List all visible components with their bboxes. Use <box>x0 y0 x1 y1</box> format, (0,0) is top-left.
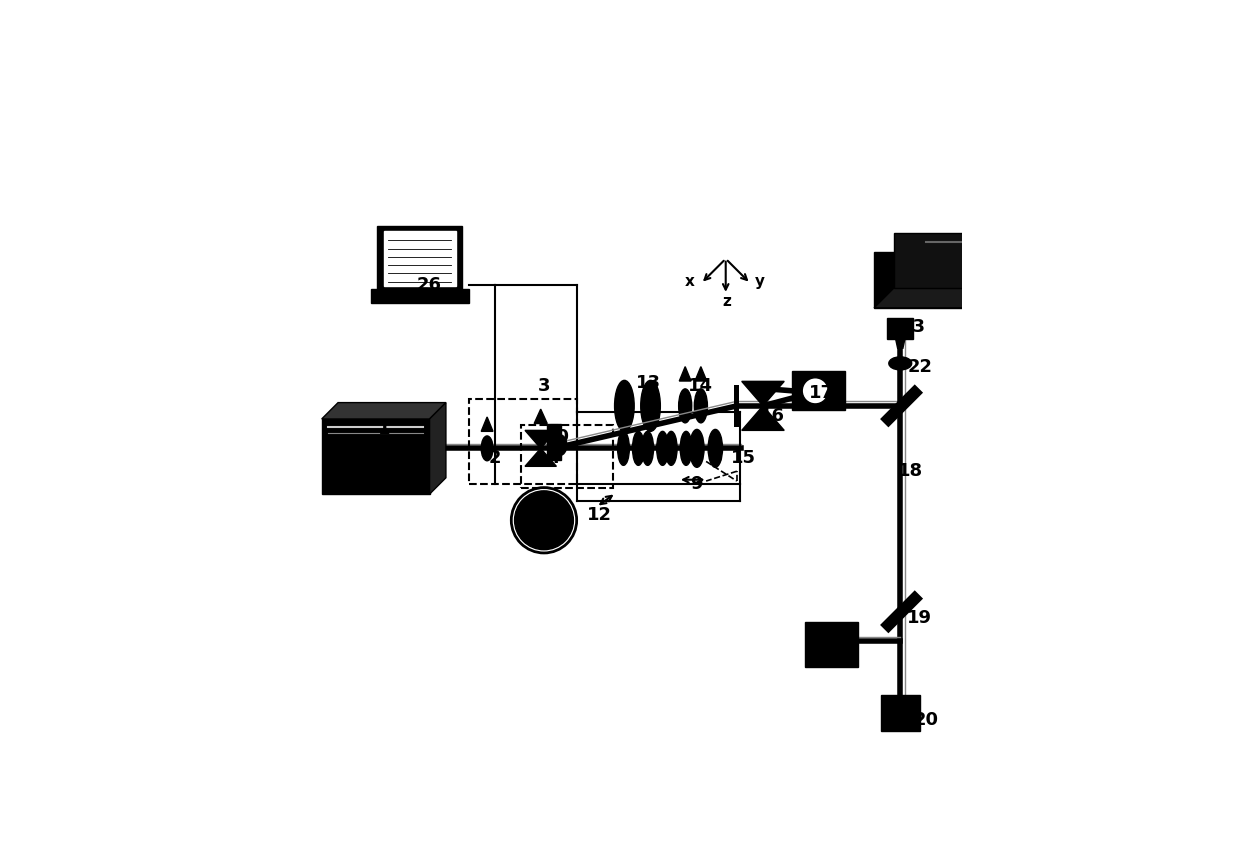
Bar <box>547 443 560 460</box>
Ellipse shape <box>481 436 494 461</box>
Ellipse shape <box>615 380 634 431</box>
Ellipse shape <box>642 431 653 465</box>
Bar <box>547 424 560 449</box>
Text: 2: 2 <box>489 449 501 467</box>
Bar <box>792 371 844 410</box>
Bar <box>469 399 577 484</box>
Circle shape <box>515 491 573 549</box>
Ellipse shape <box>708 430 723 467</box>
Polygon shape <box>534 409 547 424</box>
Bar <box>377 226 463 291</box>
Ellipse shape <box>657 431 668 465</box>
Ellipse shape <box>618 431 630 465</box>
Polygon shape <box>874 288 1064 308</box>
Text: 9: 9 <box>689 475 703 493</box>
Bar <box>887 318 914 340</box>
Text: 7: 7 <box>681 449 693 467</box>
Text: 21: 21 <box>812 645 837 663</box>
Text: 3: 3 <box>538 377 551 396</box>
Polygon shape <box>1044 233 1064 308</box>
Ellipse shape <box>632 431 645 465</box>
Text: 22: 22 <box>908 357 932 375</box>
Text: z: z <box>723 295 732 310</box>
Polygon shape <box>894 233 1064 288</box>
Bar <box>321 419 429 494</box>
Polygon shape <box>742 381 784 430</box>
Text: 26: 26 <box>417 276 443 294</box>
Text: 13: 13 <box>636 374 661 392</box>
Text: 15: 15 <box>730 449 756 467</box>
Text: 17: 17 <box>810 384 835 402</box>
Polygon shape <box>895 340 905 348</box>
Polygon shape <box>680 367 691 381</box>
Text: 10: 10 <box>544 428 569 446</box>
Text: 18: 18 <box>898 462 923 481</box>
Text: 16: 16 <box>760 407 785 424</box>
Ellipse shape <box>689 430 704 467</box>
Bar <box>806 621 858 667</box>
Bar <box>874 252 1044 308</box>
Text: 14: 14 <box>688 377 713 396</box>
Ellipse shape <box>889 357 911 370</box>
Text: 23: 23 <box>900 318 926 336</box>
Text: y: y <box>755 274 765 290</box>
Bar <box>384 231 456 286</box>
Polygon shape <box>694 367 707 381</box>
Bar <box>734 385 739 427</box>
Text: x: x <box>684 274 694 290</box>
Text: 4: 4 <box>548 449 560 467</box>
Bar <box>880 694 920 731</box>
Text: 5: 5 <box>632 449 645 467</box>
Ellipse shape <box>553 435 567 456</box>
Text: 6: 6 <box>657 449 670 467</box>
Ellipse shape <box>666 431 677 465</box>
Text: 12: 12 <box>587 506 613 524</box>
Ellipse shape <box>678 389 692 423</box>
Bar <box>371 289 469 303</box>
Circle shape <box>802 378 828 404</box>
Text: 20: 20 <box>914 711 939 728</box>
Polygon shape <box>481 417 494 431</box>
Bar <box>880 590 923 633</box>
Polygon shape <box>525 430 557 466</box>
Text: 11: 11 <box>537 514 562 532</box>
Polygon shape <box>321 402 446 419</box>
Bar <box>880 385 923 427</box>
Ellipse shape <box>681 431 692 465</box>
Text: 19: 19 <box>908 610 932 627</box>
Ellipse shape <box>694 389 707 423</box>
Ellipse shape <box>641 380 661 431</box>
Text: 8: 8 <box>709 449 722 467</box>
Text: 1: 1 <box>377 419 391 438</box>
Polygon shape <box>429 402 446 494</box>
